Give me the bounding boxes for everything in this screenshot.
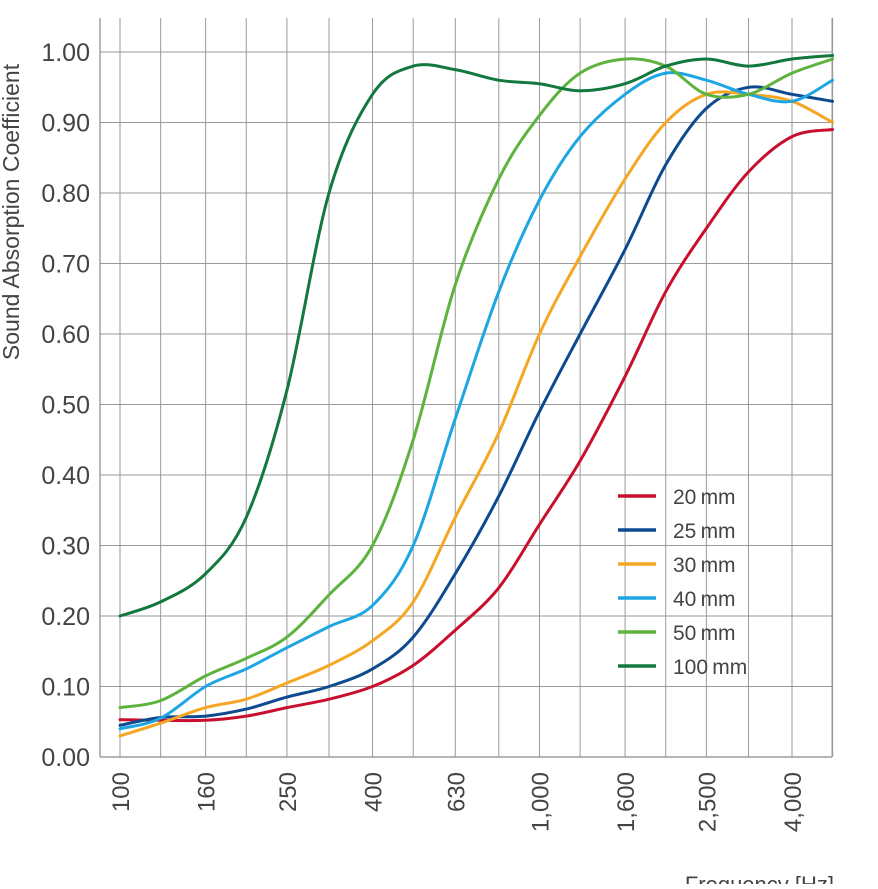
- x-tick-label: 160: [194, 772, 221, 812]
- x-tick-label: 1,000: [527, 772, 554, 832]
- y-tick-label: 0.90: [41, 110, 90, 138]
- legend-label: 30 mm: [673, 554, 736, 577]
- y-tick-label: 0.30: [41, 533, 90, 561]
- y-tick-label: 0.80: [41, 180, 90, 208]
- x-tick-label: 4,000: [780, 772, 807, 832]
- x-tick-label: 1,600: [613, 772, 640, 832]
- legend-label: 25 mm: [673, 520, 736, 543]
- y-tick-label: 0.10: [41, 674, 90, 702]
- x-tick-label: 630: [443, 772, 470, 812]
- series-line-20mm: [118, 128, 835, 723]
- axis-layer: 0.00 0.10 0.20 0.30 0.40 0.50 0.60 0.70 0.80 0.90…: [41, 18, 833, 832]
- series-line-50mm: [118, 57, 835, 710]
- series-line-100mm: [118, 54, 835, 618]
- series-line-40mm: [118, 71, 835, 731]
- x-tick-label: 2,500: [694, 772, 721, 832]
- legend-label: 100 mm: [673, 656, 747, 679]
- legend-label: 50 mm: [673, 622, 736, 645]
- series-layer: [118, 54, 835, 738]
- series-line-25mm: [118, 85, 835, 727]
- grid-layer: [100, 18, 834, 758]
- legend-label: 40 mm: [673, 588, 736, 611]
- y-tick-label: 1.00: [41, 39, 90, 67]
- y-axis-label: Sound Absorption Coefficient: [0, 63, 24, 360]
- x-tick-label: 400: [361, 772, 388, 812]
- x-axis-label: Frequency [Hz]: [685, 872, 834, 884]
- y-tick-label: 0.00: [41, 744, 90, 772]
- y-tick-label: 0.20: [41, 603, 90, 631]
- y-tick-label: 0.40: [41, 462, 90, 490]
- y-tick-label: 0.50: [41, 392, 90, 420]
- y-tick-label: 0.60: [41, 321, 90, 349]
- x-tick-label: 250: [275, 772, 302, 812]
- legend: 20 mm 25 mm 30 mm 40 mm 50 mm 100 mm: [618, 486, 747, 679]
- x-tick-label: 100: [108, 772, 135, 812]
- y-tick-label: 0.70: [41, 251, 90, 279]
- legend-label: 20 mm: [673, 486, 736, 509]
